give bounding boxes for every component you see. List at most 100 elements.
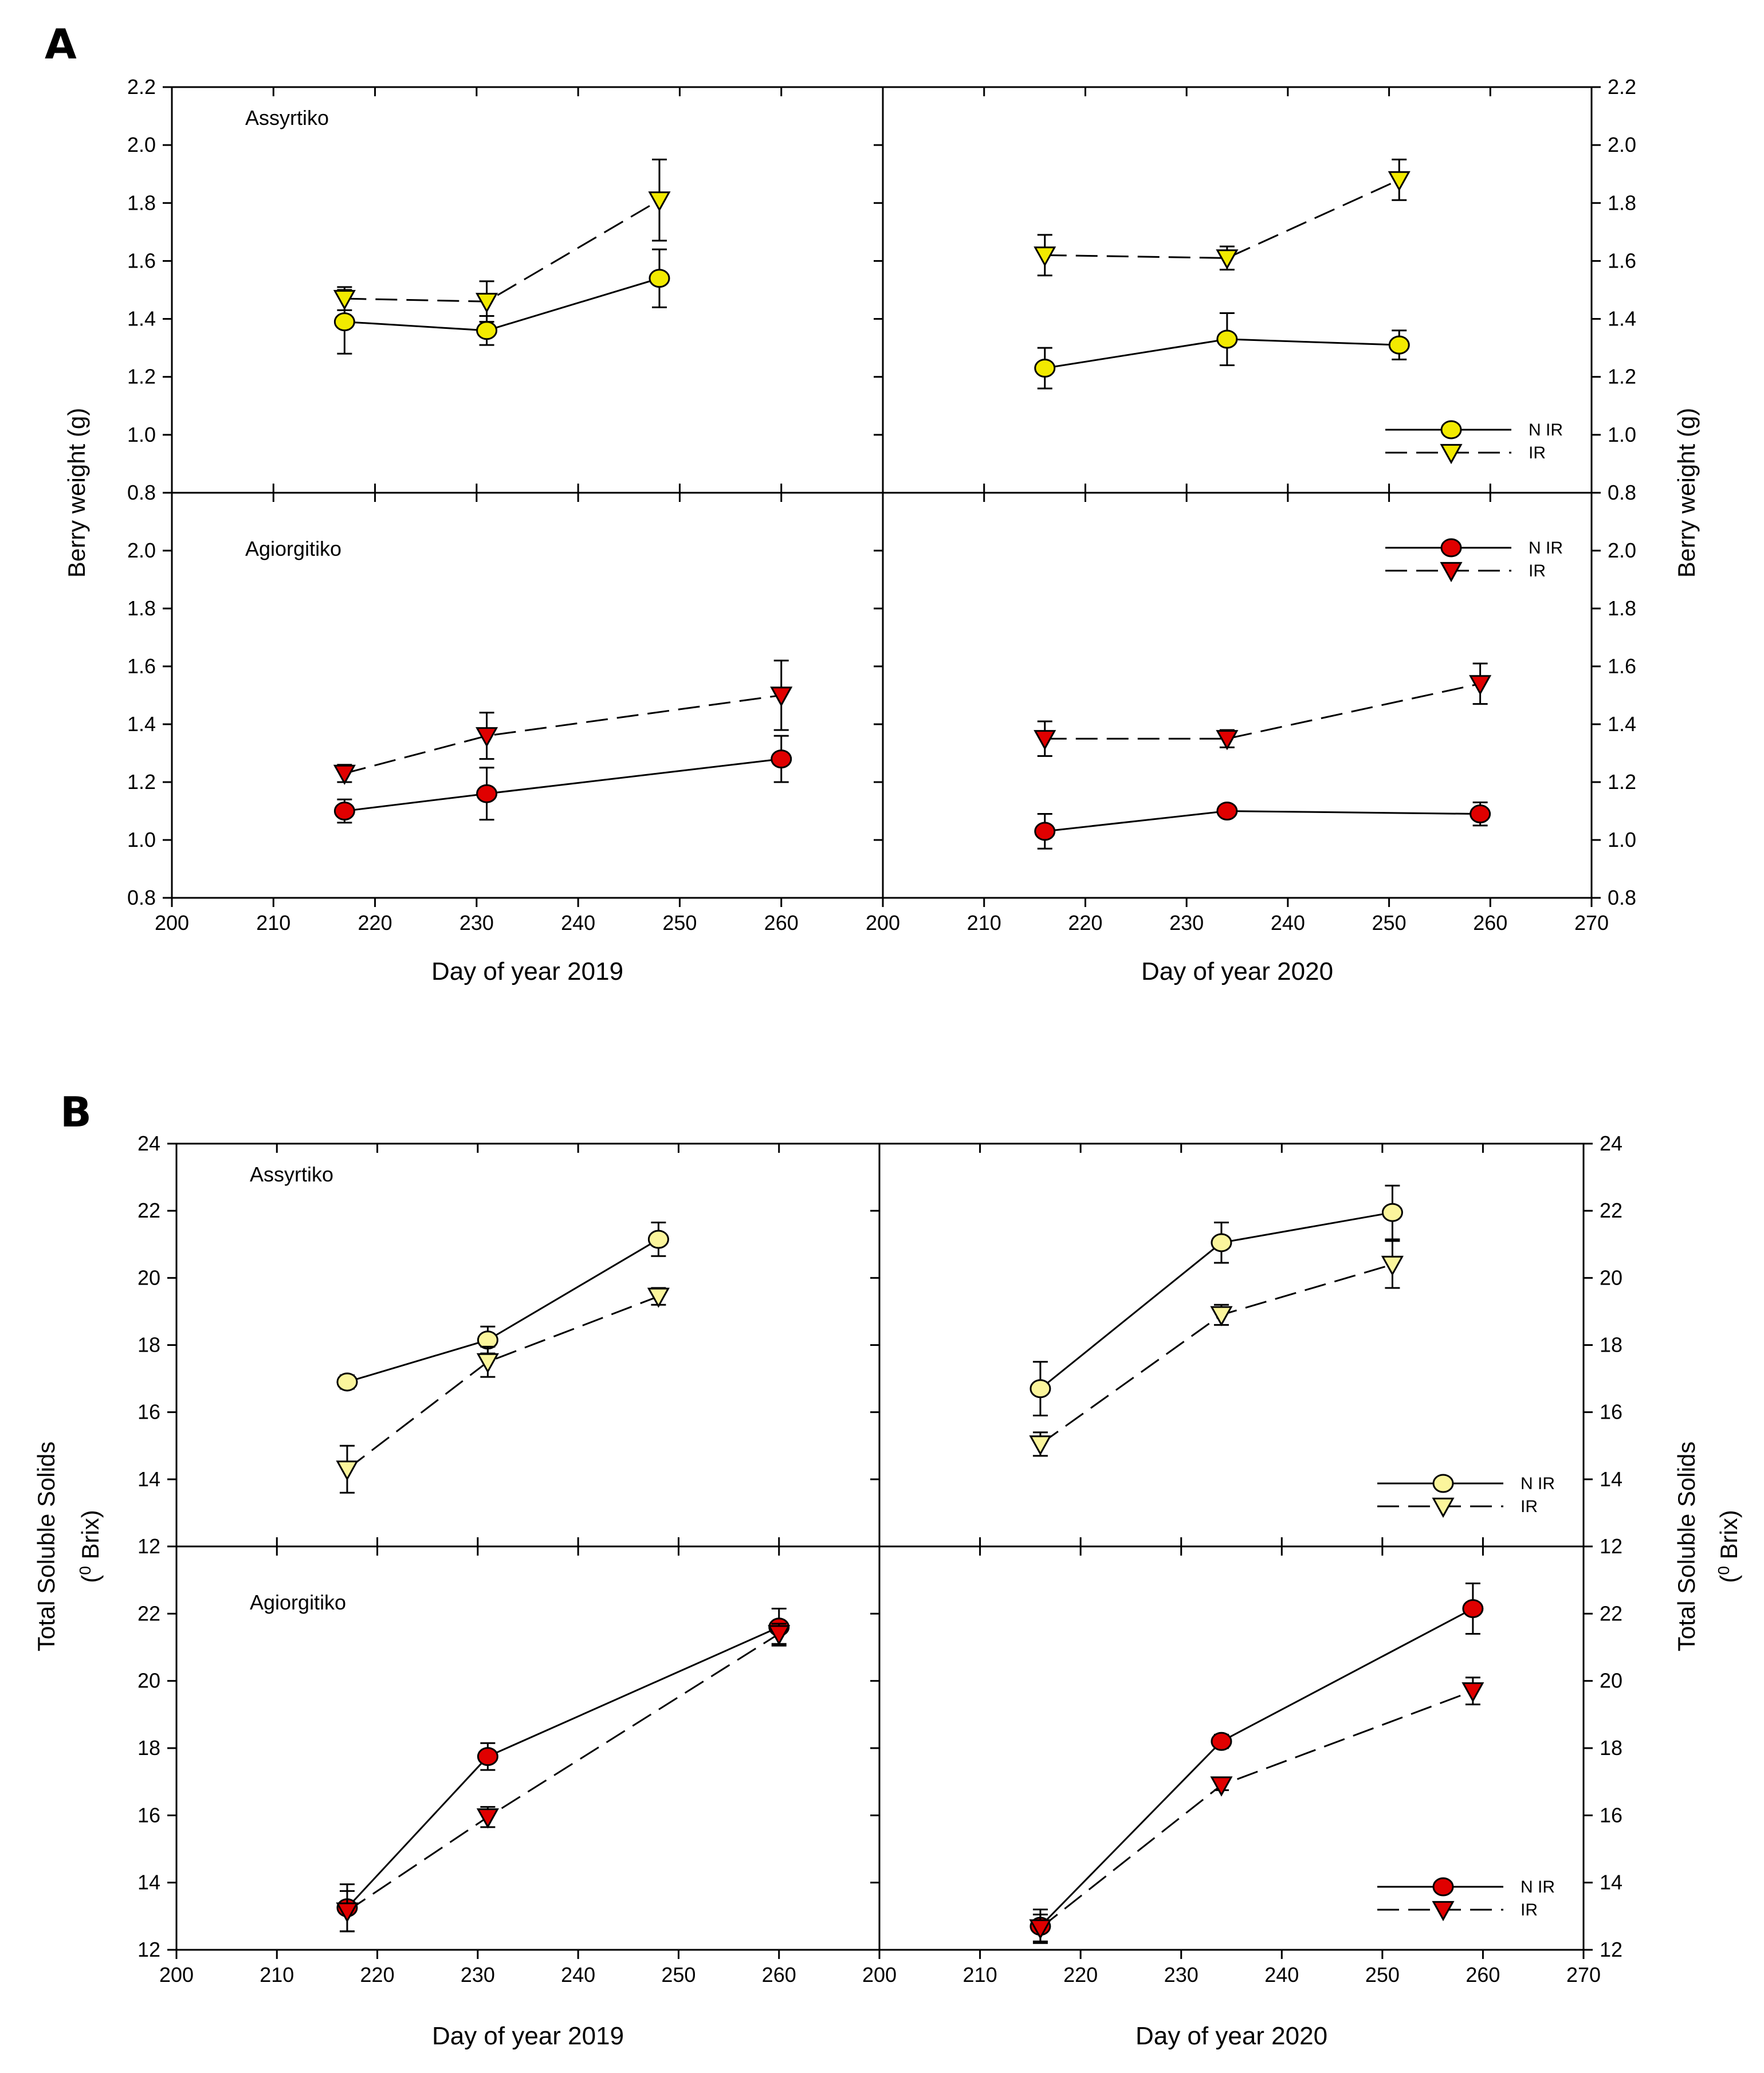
y-tick-label-right: 1.8 — [1608, 596, 1636, 620]
x-tick-label: 270 — [1574, 911, 1609, 935]
y-tick-label-left: 1.2 — [127, 770, 156, 794]
y-tick-label-right: 1.6 — [1608, 249, 1636, 272]
series-line-nir — [344, 277, 660, 332]
data-point-nir — [1030, 1379, 1051, 1399]
x-tick-label: 260 — [1473, 911, 1507, 935]
x-tick-label: 200 — [155, 911, 189, 935]
legend-marker-nir — [1432, 1474, 1454, 1493]
y-tick-label-left: 18 — [137, 1333, 160, 1357]
y-unit-brix: Brix) — [1715, 1510, 1742, 1566]
data-point-nir — [1470, 804, 1491, 824]
data-point-ir — [1034, 246, 1056, 267]
chart-total-soluble-solids: 12 12 14 14 16 16 18 18 20 20 22 22 24 24 12 12 14 14 16 16… — [33, 1132, 1742, 2050]
data-point-nir — [649, 269, 670, 288]
y-tick-label-left: 16 — [137, 1400, 160, 1424]
x-tick-label: 220 — [1068, 911, 1102, 935]
x-axis-title: Day of year 2020 — [1141, 957, 1333, 986]
series-line-ir — [347, 1295, 659, 1470]
legend-label-ir: IR — [1521, 1497, 1538, 1516]
panel-assyrtiko-2020 — [1034, 158, 1411, 390]
legend-agiorgitiko: N IR IR — [1377, 1877, 1555, 1922]
legend-assyrtiko: N IR IR — [1385, 420, 1563, 465]
y-tick-label-right: 1.4 — [1608, 712, 1636, 736]
y-tick-label-right: 20 — [1600, 1669, 1622, 1693]
panel-assyrtiko-2020 — [1029, 1184, 1404, 1457]
y-unit-open: ( — [1715, 1575, 1742, 1583]
data-point-nir — [1388, 335, 1410, 355]
x-tick-label: 250 — [1372, 911, 1407, 935]
x-axis-title: Day of year 2019 — [432, 2022, 624, 2050]
series-line-nir — [1039, 1608, 1474, 1927]
x-tick-label: 200 — [866, 911, 900, 935]
x-tick-label: 240 — [561, 911, 595, 935]
data-point-nir — [1211, 1233, 1232, 1253]
y-unit-open: ( — [77, 1575, 104, 1583]
y-tick-label-left: 2.0 — [127, 539, 156, 562]
legend-label-nir: N IR — [1529, 539, 1563, 557]
legend-label-ir: IR — [1529, 443, 1546, 462]
data-point-nir — [476, 321, 498, 340]
cultivar-title-agiorgitiko: Agiorgitiko — [245, 537, 341, 560]
x-tick-label: 260 — [764, 911, 799, 935]
y-tick-label-left: 1.0 — [127, 423, 156, 446]
y-tick-label-left: 24 — [137, 1132, 160, 1155]
y-axis-title-right: Total Soluble Solids — [1673, 1442, 1700, 1652]
legend-assyrtiko: N IR IR — [1377, 1474, 1555, 1518]
data-point-ir — [1216, 730, 1239, 751]
data-point-ir — [333, 764, 356, 785]
data-point-ir — [648, 191, 671, 212]
series-line-nir — [1044, 810, 1480, 833]
y-axis-unit-right: (0 Brix) — [1715, 1510, 1742, 1583]
legend-marker-ir — [1432, 1901, 1455, 1922]
x-tick-label: 250 — [662, 911, 697, 935]
x-tick-label: 230 — [459, 911, 494, 935]
x-tick-label: 230 — [461, 1963, 495, 1986]
data-point-ir — [333, 290, 356, 311]
x-tick-label: 200 — [862, 1963, 897, 1986]
y-axis-title-left: Berry weight (g) — [63, 408, 90, 578]
x-tick-label: 250 — [661, 1963, 696, 1986]
legend-label-ir: IR — [1529, 562, 1546, 580]
y-tick-label-left: 22 — [137, 1199, 160, 1222]
x-tick-label: 230 — [1164, 1963, 1199, 1986]
data-point-ir — [768, 1625, 791, 1646]
legend-marker-nir — [1440, 538, 1462, 557]
series-line-ir — [347, 1633, 780, 1912]
x-tick-label: 240 — [561, 1963, 595, 1986]
cultivar-title-assyrtiko: Assyrtiko — [245, 106, 329, 129]
x-tick-label: 210 — [256, 911, 290, 935]
legend-marker-ir — [1432, 1497, 1455, 1518]
figure-letter-a: A — [45, 20, 77, 68]
data-point-nir — [476, 784, 498, 803]
y-tick-label-right: 12 — [1600, 1534, 1622, 1558]
y-tick-label-left: 20 — [137, 1669, 160, 1693]
data-point-ir — [1381, 1255, 1404, 1276]
x-tick-label: 210 — [963, 1963, 997, 1986]
y-tick-label-right: 1.2 — [1608, 365, 1636, 388]
data-point-ir — [336, 1460, 359, 1481]
y-tick-label-right: 1.2 — [1608, 770, 1636, 794]
x-tick-label: 200 — [159, 1963, 194, 1986]
data-point-nir — [1381, 1203, 1403, 1222]
y-tick-label-right: 1.6 — [1608, 654, 1636, 678]
data-point-nir — [1216, 802, 1238, 820]
y-axis-title-left: Total Soluble Solids — [33, 1442, 60, 1652]
cultivar-title-agiorgitiko: Agiorgitiko — [250, 1591, 346, 1614]
x-tick-label: 220 — [360, 1963, 395, 1986]
y-tick-label-left: 0.8 — [127, 886, 156, 909]
legend-marker-nir — [1432, 1877, 1454, 1897]
data-point-nir — [336, 1372, 358, 1392]
y-tick-label-left: 16 — [137, 1803, 160, 1827]
data-point-ir — [1388, 171, 1411, 191]
x-tick-label: 240 — [1271, 911, 1305, 935]
y-tick-label-right: 1.8 — [1608, 191, 1636, 214]
y-tick-label-left: 1.4 — [127, 307, 156, 331]
panel-assyrtiko-2019 — [336, 1222, 670, 1494]
y-tick-label-right: 12 — [1600, 1938, 1622, 1961]
y-tick-label-left: 0.8 — [127, 481, 156, 504]
y-tick-label-left: 20 — [137, 1266, 160, 1289]
series-line-nir — [346, 1626, 780, 1909]
data-point-nir — [1211, 1732, 1232, 1751]
x-axis-title: Day of year 2019 — [431, 957, 623, 986]
y-tick-label-left: 18 — [137, 1736, 160, 1760]
